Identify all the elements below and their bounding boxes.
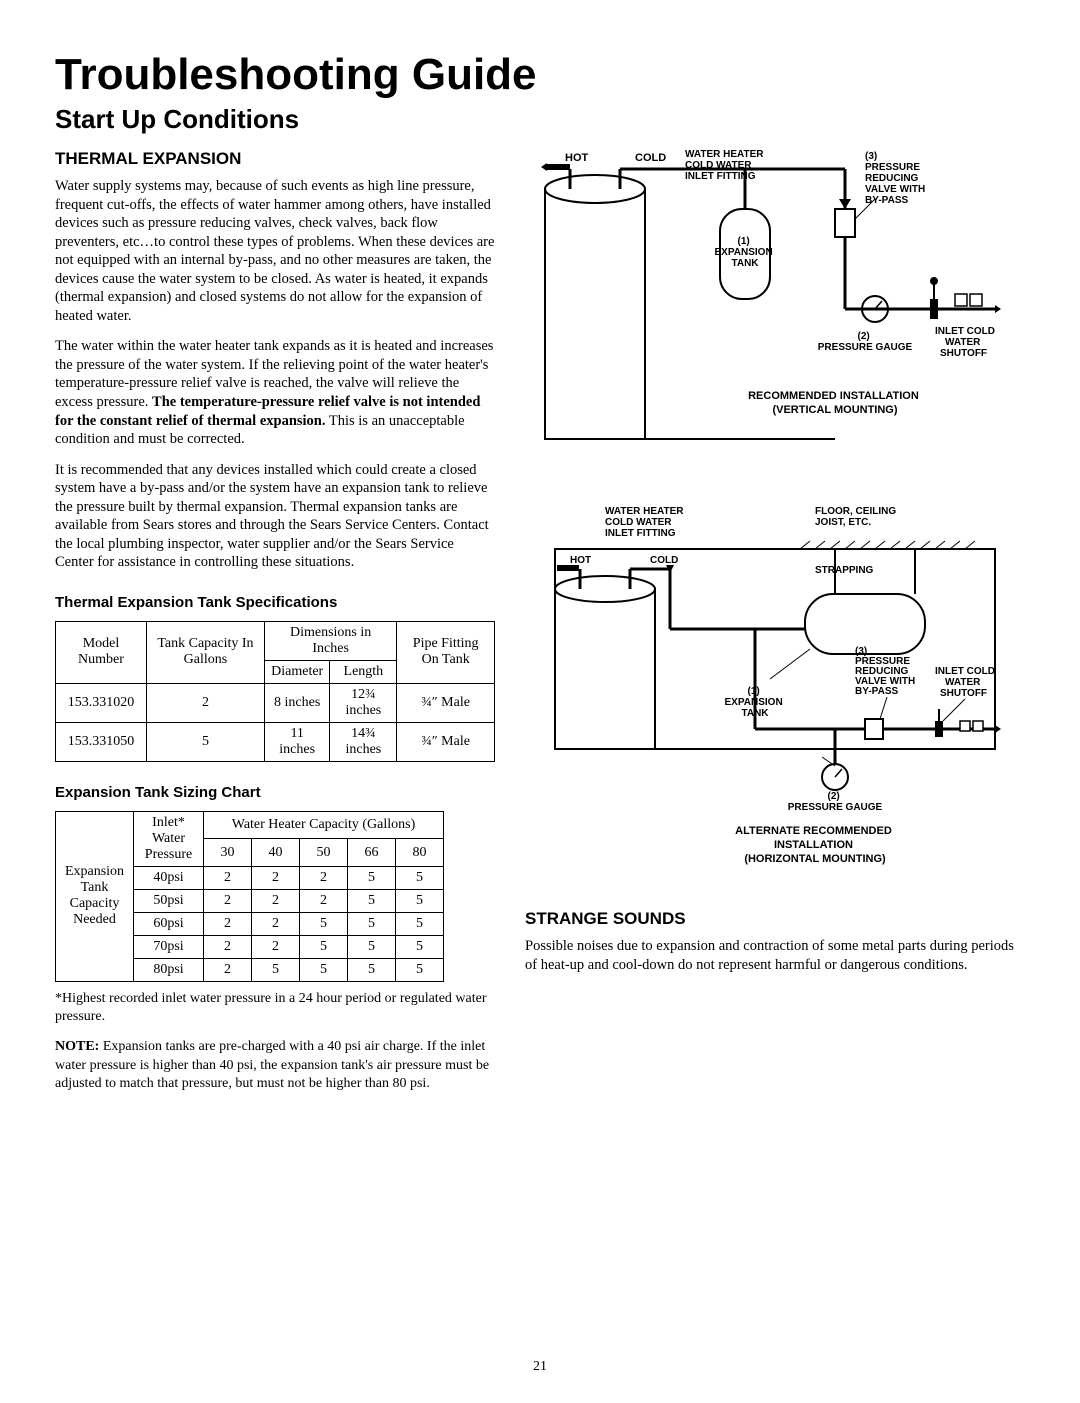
cell: 5 xyxy=(252,958,300,981)
table-row: 153.331020 2 8 inches 12¾ inches ¾″ Male xyxy=(56,683,495,722)
diagram2-caption: ALTERNATE RECOMMENDED INSTALLATION (HORI… xyxy=(735,825,895,865)
cell: 40psi xyxy=(134,866,204,889)
label-strapping: STRAPPING xyxy=(815,565,874,576)
thermal-para-3: It is recommended that any devices insta… xyxy=(55,461,495,572)
cell: 50psi xyxy=(134,889,204,912)
cell: 66 xyxy=(348,839,396,867)
right-column: HOT COLD WATER HEATER COLD WATER INLET F… xyxy=(525,149,1025,1105)
strange-sounds-heading: STRANGE SOUNDS xyxy=(525,909,1025,929)
label-cold: COLD xyxy=(635,152,666,164)
two-column-layout: THERMAL EXPANSION Water supply systems m… xyxy=(55,149,1025,1105)
cell: 5 xyxy=(396,935,444,958)
col-dim: Dimensions in Inches xyxy=(264,621,396,660)
diagram-horizontal-mounting: WATER HEATER COLD WATER INLET FITTING FL… xyxy=(525,499,1025,879)
cell: 2 xyxy=(204,866,252,889)
cell: 5 xyxy=(396,889,444,912)
cell: 80 xyxy=(396,839,444,867)
label-inlet-cold-shutoff: INLET COLD WATER SHUTOFF xyxy=(935,326,998,359)
cell: 2 xyxy=(204,958,252,981)
capacity-label: Water Heater Capacity (Gallons) xyxy=(204,811,444,839)
label-pressure-gauge-2: (2) PRESSURE GAUGE xyxy=(788,791,883,813)
cell: 60psi xyxy=(134,912,204,935)
cell: 5 xyxy=(348,935,396,958)
label-expansion-tank-2: (1) EXPANSION TANK xyxy=(725,686,786,719)
footnote-2-text: Expansion tanks are pre-charged with a 4… xyxy=(55,1039,489,1090)
footnote-2-bold: NOTE: xyxy=(55,1039,99,1054)
label-pressure-gauge: (2) PRESSURE GAUGE xyxy=(818,331,913,353)
size-corner-label: Expansion Tank Capacity Needed xyxy=(56,811,134,981)
diagram-vertical-mounting: HOT COLD WATER HEATER COLD WATER INLET F… xyxy=(525,149,1025,469)
label-inlet-fitting-2: WATER HEATER COLD WATER INLET FITTING xyxy=(605,506,686,539)
cell: 5 xyxy=(396,958,444,981)
cell: 5 xyxy=(300,912,348,935)
cell: 40 xyxy=(252,839,300,867)
cell: 5 xyxy=(300,958,348,981)
label-prv: (3) PRESSURE REDUCING VALVE WITH BY-PASS xyxy=(865,151,928,206)
cell: 70psi xyxy=(134,935,204,958)
cell: 11 inches xyxy=(264,722,329,761)
label-cold-2: COLD xyxy=(650,555,678,566)
cell: 2 xyxy=(204,889,252,912)
page-title: Troubleshooting Guide xyxy=(55,50,1025,100)
diagram1-caption: RECOMMENDED INSTALLATION (VERTICAL MOUNT… xyxy=(748,390,922,416)
label-hot: HOT xyxy=(565,152,589,164)
cell: 5 xyxy=(396,866,444,889)
cell: 153.331050 xyxy=(56,722,147,761)
thermal-para-2: The water within the water heater tank e… xyxy=(55,337,495,448)
cell: 5 xyxy=(348,866,396,889)
label-hot-2: HOT xyxy=(570,555,591,566)
spec-heading: Thermal Expansion Tank Specifications xyxy=(55,594,495,611)
page-number: 21 xyxy=(533,1359,547,1375)
thermal-expansion-heading: THERMAL EXPANSION xyxy=(55,149,495,169)
cell: 30 xyxy=(204,839,252,867)
cell: ¾″ Male xyxy=(397,722,495,761)
cell: 2 xyxy=(252,912,300,935)
size-chart-heading: Expansion Tank Sizing Chart xyxy=(55,784,495,801)
label-inlet-fitting: WATER HEATER COLD WATER INLET FITTING xyxy=(685,149,766,182)
table-row: 153.331050 5 11 inches 14¾ inches ¾″ Mal… xyxy=(56,722,495,761)
cell: 5 xyxy=(348,889,396,912)
col-diam: Diameter xyxy=(264,660,329,683)
col-fit: Pipe Fitting On Tank xyxy=(397,621,495,683)
footnote-2: NOTE: Expansion tanks are pre-charged wi… xyxy=(55,1038,495,1093)
page-subtitle: Start Up Conditions xyxy=(55,104,1025,135)
col-len: Length xyxy=(330,660,397,683)
cell: 5 xyxy=(348,912,396,935)
cell: 2 xyxy=(252,866,300,889)
size-table: Expansion Tank Capacity Needed Inlet* Wa… xyxy=(55,811,444,982)
cell: 2 xyxy=(204,912,252,935)
inlet-pressure-label: Inlet* Water Pressure xyxy=(134,811,204,866)
cell: 5 xyxy=(146,722,264,761)
col-cap: Tank Capacity In Gallons xyxy=(146,621,264,683)
label-inlet-cold-2: INLET COLD WATER SHUTOFF xyxy=(935,666,998,699)
cell: 80psi xyxy=(134,958,204,981)
thermal-para-1: Water supply systems may, because of suc… xyxy=(55,177,495,325)
cell: 2 xyxy=(252,889,300,912)
cell: 5 xyxy=(396,912,444,935)
cell: 2 xyxy=(204,935,252,958)
cell: 2 xyxy=(252,935,300,958)
cell: 2 xyxy=(146,683,264,722)
left-column: THERMAL EXPANSION Water supply systems m… xyxy=(55,149,495,1105)
cell: 2 xyxy=(300,889,348,912)
cell: 12¾ inches xyxy=(330,683,397,722)
cell: 14¾ inches xyxy=(330,722,397,761)
strange-sounds-text: Possible noises due to expansion and con… xyxy=(525,937,1025,974)
cell: 8 inches xyxy=(264,683,329,722)
spec-table: Model Number Tank Capacity In Gallons Di… xyxy=(55,621,495,762)
col-model: Model Number xyxy=(56,621,147,683)
cell: 2 xyxy=(300,866,348,889)
cell: 50 xyxy=(300,839,348,867)
cell: 5 xyxy=(348,958,396,981)
cell: 5 xyxy=(300,935,348,958)
footnote-1: *Highest recorded inlet water pressure i… xyxy=(55,990,495,1026)
cell: 153.331020 xyxy=(56,683,147,722)
cell: ¾″ Male xyxy=(397,683,495,722)
label-floor-joist: FLOOR, CEILING JOIST, ETC. xyxy=(815,506,899,528)
